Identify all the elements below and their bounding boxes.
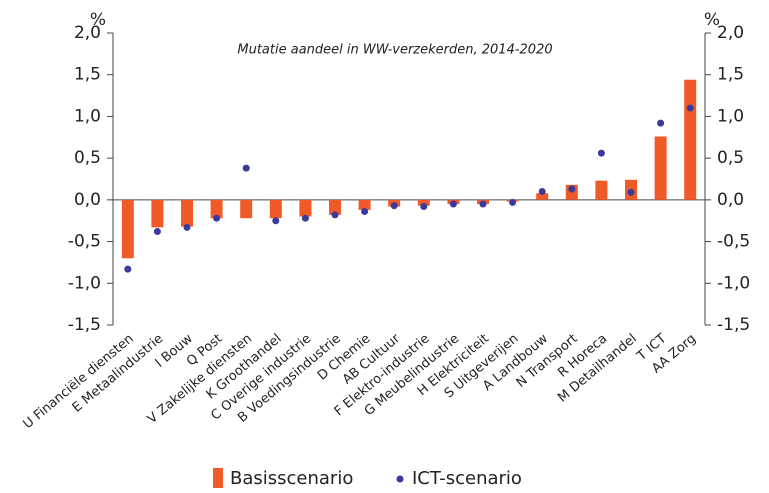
ict-dot	[597, 149, 605, 157]
bar	[536, 193, 549, 200]
y2-axis-label: %	[704, 10, 720, 30]
bar	[210, 199, 223, 219]
ict-dot	[449, 200, 457, 208]
bar	[684, 79, 697, 200]
ict-dot	[420, 203, 428, 211]
ict-dot	[568, 185, 576, 193]
bar	[151, 199, 164, 228]
y-axis-label: %	[90, 10, 106, 30]
legend-swatch	[213, 468, 223, 488]
y2-tick-label: 0,5	[717, 148, 744, 168]
ict-dot	[390, 202, 398, 210]
legend-dot	[396, 475, 404, 483]
ict-dot	[153, 228, 161, 236]
y2-tick-label: -1,0	[717, 273, 750, 293]
y-tick-label: 1,0	[74, 106, 101, 126]
y2-tick-label: 1,0	[717, 106, 744, 126]
ict-dot	[509, 198, 517, 206]
ict-dot	[331, 211, 339, 219]
ict-dot	[301, 214, 309, 222]
y-tick-label: -0,5	[68, 232, 101, 252]
ict-dot	[124, 265, 132, 273]
y2-tick-label: -1,5	[717, 315, 750, 335]
bar	[358, 199, 371, 210]
y-tick-label: 0,5	[74, 148, 101, 168]
bar	[240, 199, 253, 219]
ict-dot	[627, 188, 635, 196]
y-tick-label: -1,0	[68, 273, 101, 293]
chart-title: Mutatie aandeel in WW-verzekerden, 2014-…	[237, 43, 552, 58]
bar	[329, 199, 341, 215]
bar	[181, 199, 193, 227]
ict-dot	[686, 104, 694, 112]
bar	[654, 136, 667, 200]
bar	[299, 199, 312, 217]
legend-label: Basisscenario	[230, 468, 353, 489]
y-tick-label: -1,5	[68, 315, 101, 335]
ict-dot	[183, 223, 191, 231]
bar	[121, 199, 134, 259]
y-tick-label: 1,5	[74, 65, 101, 85]
y2-tick-label: -0,5	[717, 232, 750, 252]
ict-dot	[479, 200, 487, 208]
y2-tick-label: 1,5	[717, 65, 744, 85]
ict-dot	[657, 119, 665, 127]
y2-tick-label: 0,0	[717, 190, 744, 210]
y-tick-label: 0,0	[74, 190, 101, 210]
ict-dot	[538, 188, 546, 196]
y2-tick-label: 2,0	[717, 23, 744, 43]
bar	[417, 199, 430, 206]
ict-dot	[242, 164, 250, 172]
y-tick-label: 2,0	[74, 23, 101, 43]
legend-label: ICT-scenario	[412, 468, 522, 489]
ict-dot	[213, 214, 221, 222]
ict-dot	[361, 208, 369, 216]
ict-dot	[272, 217, 280, 225]
bar	[269, 199, 282, 219]
bar	[595, 180, 608, 200]
